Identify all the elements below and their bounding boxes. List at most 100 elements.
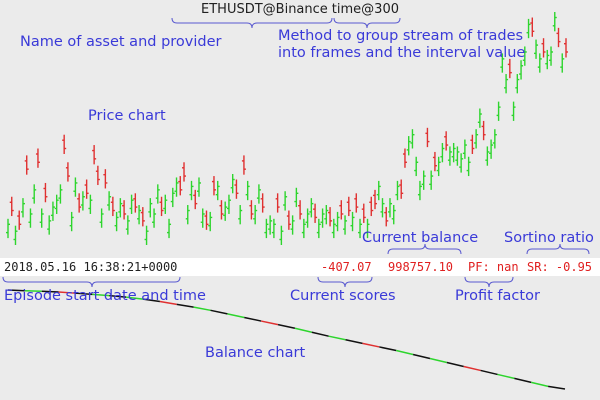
price-bar: [414, 156, 419, 177]
price-bar: [245, 180, 250, 201]
balance-segment: [463, 365, 481, 372]
price-bar: [376, 180, 381, 201]
price-bar: [335, 211, 340, 232]
price-bar: [387, 198, 392, 218]
price-bar: [271, 218, 276, 239]
price-bar: [238, 205, 243, 225]
price-bar: [477, 108, 482, 128]
brace-method: [333, 17, 401, 29]
price-bar: [275, 193, 280, 213]
balance-segment: [7, 289, 25, 292]
price-bar: [485, 146, 490, 166]
price-bar: [39, 208, 44, 228]
price-bar: [556, 27, 561, 48]
price-bar: [174, 177, 179, 197]
price-bar: [58, 184, 63, 204]
price-bar: [73, 177, 78, 197]
price-bar: [241, 155, 246, 175]
balance-segment: [328, 335, 346, 341]
balance-chart: [7, 289, 566, 390]
price-bar: [13, 225, 18, 245]
price-bar: [196, 177, 201, 197]
brace-balance: [387, 243, 462, 255]
price-bar: [99, 208, 104, 228]
price-bar: [451, 142, 456, 163]
price-bar: [118, 198, 123, 218]
price-bar: [279, 225, 284, 245]
price-bar: [32, 184, 37, 204]
price-bar: [54, 194, 59, 214]
price-bar: [436, 156, 441, 177]
status-bar: 2018.05.16 16:38:21+0000 -407.07 998757.…: [0, 258, 600, 276]
price-bar: [549, 46, 554, 66]
balance-segment: [379, 346, 397, 352]
annotation-sortino: Sortino ratio: [504, 230, 594, 246]
brace-score: [317, 276, 373, 288]
annotation-price-chart: Price chart: [88, 108, 166, 124]
balance-segment: [277, 323, 296, 329]
price-bar: [133, 193, 138, 213]
price-bar: [77, 193, 82, 213]
price-bar: [215, 180, 220, 201]
price-bar: [163, 194, 168, 214]
price-bar: [80, 191, 85, 211]
price-bar: [69, 211, 74, 232]
brace-sr: [526, 243, 590, 255]
balance-segment: [126, 296, 144, 300]
price-bar: [6, 218, 10, 239]
price-bar: [219, 200, 224, 220]
price-bar: [283, 191, 288, 211]
price-bar: [350, 211, 355, 232]
price-bar: [339, 200, 344, 220]
price-bar: [373, 189, 378, 210]
balance-segment: [429, 357, 448, 364]
price-bar: [230, 173, 235, 194]
price-bar: [410, 129, 415, 149]
price-bar: [459, 153, 464, 173]
price-bar: [515, 74, 520, 94]
price-bar: [455, 146, 460, 166]
price-bar: [20, 198, 25, 218]
price-bar: [481, 120, 486, 141]
price-bar: [425, 127, 430, 148]
balance-segment: [109, 294, 127, 298]
price-bar: [268, 215, 273, 235]
price-bar: [417, 180, 422, 201]
price-bar: [155, 184, 160, 204]
price-bar: [249, 200, 254, 220]
price-bar: [286, 210, 291, 230]
balance-segment: [261, 320, 279, 326]
price-bar: [253, 205, 258, 225]
price-bar: [148, 198, 153, 218]
balance-segment: [548, 385, 566, 390]
balance-segment: [531, 381, 549, 388]
price-bar: [313, 203, 318, 223]
balance-segment: [227, 313, 245, 319]
price-bar: [470, 134, 475, 155]
price-bar: [290, 215, 295, 235]
price-bar: [358, 218, 363, 239]
price-bar: [511, 101, 516, 121]
balance-segment: [159, 300, 177, 306]
balance-segment: [497, 373, 515, 380]
price-bar: [309, 198, 314, 218]
price-bar: [324, 205, 329, 225]
price-bar: [17, 210, 22, 230]
balance-segment: [193, 306, 211, 312]
price-bar: [316, 218, 321, 239]
price-bar: [170, 187, 175, 208]
balance-segment: [480, 369, 498, 376]
annotation-current-balance: Current balance: [362, 230, 479, 246]
balance-segment: [396, 349, 414, 356]
price-bar: [189, 180, 194, 201]
price-bar: [305, 208, 310, 228]
price-bar: [260, 193, 265, 213]
price-bar: [552, 12, 557, 32]
brace-datetime: [2, 276, 181, 288]
annotation-asset: Name of asset and provider: [20, 34, 222, 50]
price-bar: [391, 205, 396, 225]
price-bar: [369, 196, 374, 217]
price-bar: [65, 162, 70, 182]
price-bar: [474, 129, 479, 149]
price-bar: [399, 179, 404, 199]
